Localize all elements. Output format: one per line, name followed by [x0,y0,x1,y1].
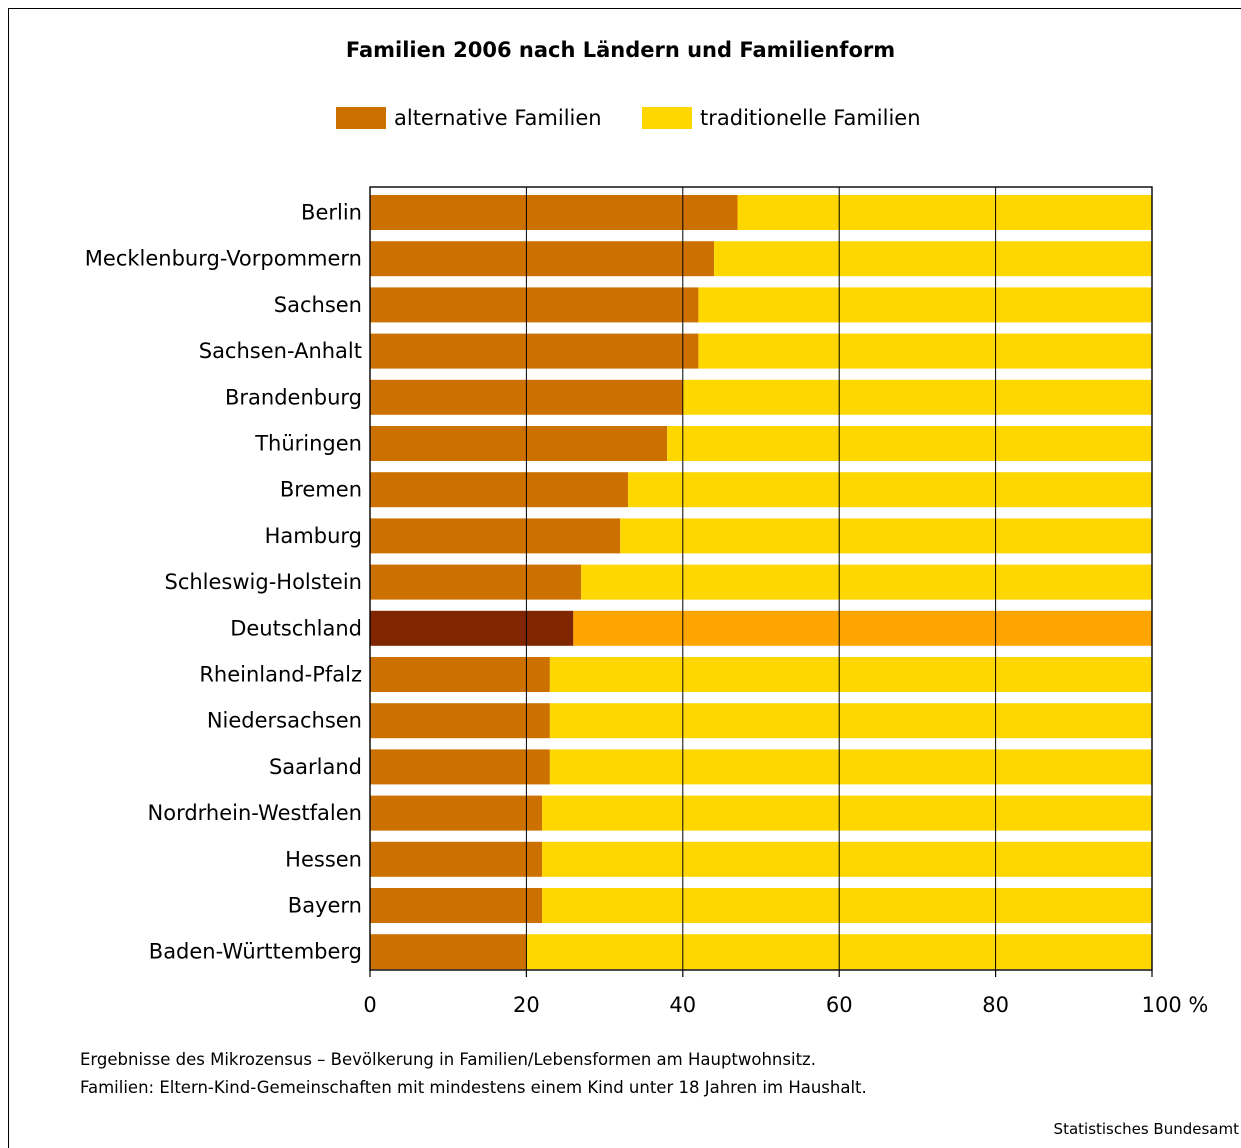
bar-traditionell-3 [698,333,1152,369]
bar-traditionell-2 [698,287,1152,323]
category-label: Bayern [288,894,362,918]
plot-area-border [369,186,1153,971]
x-tick-label: 100 % [1142,993,1209,1017]
category-label: Schleswig-Holstein [164,570,362,594]
legend-swatch-alternative [336,107,386,129]
bar-traditionell-1 [714,241,1152,277]
bar-alternative-14 [370,841,543,877]
bar-traditionell-8 [581,564,1152,600]
bar-alternative-2 [370,287,699,323]
legend-item-alternative: alternative Familien [336,104,602,132]
category-label: Berlin [301,201,362,225]
bar-alternative-12 [370,749,550,785]
legend-label-alternative: alternative Familien [394,106,602,130]
bar-alternative-15 [370,888,543,923]
bar-alternative-9 [370,610,574,646]
bar-alternative-6 [370,472,629,508]
legend-swatch-traditionell [642,107,692,129]
bar-alternative-16 [370,934,527,970]
category-label: Baden-Württemberg [149,940,362,964]
category-label: Bremen [280,478,362,502]
bar-alternative-0 [370,195,738,230]
bar-traditionell-5 [667,426,1152,461]
bar-traditionell-10 [549,657,1152,692]
bar-alternative-1 [370,241,715,277]
bar-traditionell-15 [542,888,1152,923]
category-label: Deutschland [230,616,362,640]
category-label: Sachsen-Anhalt [199,339,362,363]
category-label: Mecklenburg-Vorpommern [85,247,362,271]
source-credit: Statistisches Bundesamt [1053,1120,1239,1138]
bar-alternative-5 [370,426,668,461]
bar-traditionell-14 [542,841,1152,877]
bar-alternative-11 [370,703,550,739]
bar-traditionell-6 [628,472,1152,508]
bar-alternative-13 [370,795,543,831]
bar-traditionell-4 [682,379,1152,415]
bar-alternative-7 [370,518,621,554]
chart-title: Familien 2006 nach Ländern und Familienf… [345,38,896,62]
x-tick-label: 80 [982,993,1009,1017]
bar-traditionell-12 [549,749,1152,785]
x-tick-label: 40 [669,993,696,1017]
footnote-2: Familien: Eltern-Kind-Gemeinschaften mit… [80,1078,867,1097]
bar-traditionell-9 [573,610,1152,646]
category-label: Niedersachsen [207,709,362,733]
x-tick-label: 0 [363,993,376,1017]
bar-alternative-10 [370,657,550,692]
category-label: Sachsen [274,293,362,317]
category-label: Thüringen [254,432,362,456]
bar-alternative-8 [370,564,582,600]
bar-traditionell-11 [549,703,1152,739]
legend-label-traditionell: traditionelle Familien [700,106,921,130]
category-label: Nordrhein-Westfalen [148,801,362,825]
category-label: Saarland [269,755,362,779]
category-label: Rheinland-Pfalz [199,663,362,687]
footnote-1: Ergebnisse des Mikrozensus – Bevölkerung… [80,1050,816,1069]
x-tick-label: 60 [826,993,853,1017]
bar-traditionell-13 [542,795,1152,831]
category-label: Hessen [285,847,362,871]
chart-frame [8,8,1241,1148]
bar-traditionell-7 [620,518,1152,554]
category-label: Brandenburg [225,385,362,409]
x-tick-label: 20 [513,993,540,1017]
category-label: Hamburg [265,524,362,548]
bar-traditionell-0 [737,195,1152,230]
legend-item-traditionell: traditionelle Familien [642,104,921,132]
bar-alternative-3 [370,333,699,369]
